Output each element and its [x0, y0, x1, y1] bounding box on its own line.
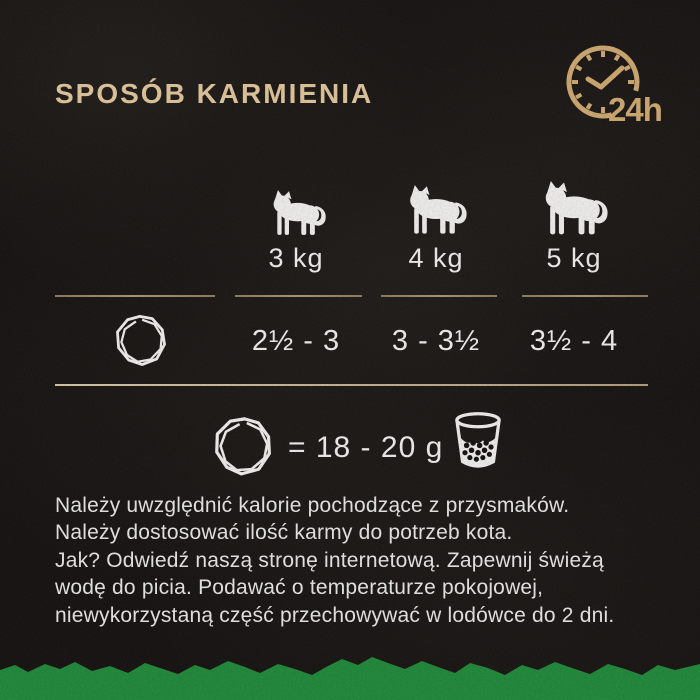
divider-segment [522, 295, 648, 297]
cat-5kg-icon [545, 181, 608, 235]
weight-label-5kg: 5 kg [546, 243, 602, 273]
portion-5kg: 3½ - 4 [529, 325, 619, 357]
divider-segment [55, 295, 215, 297]
note-line: Należy dostosować ilość karmy do potrzeb… [55, 521, 513, 545]
note-line: niewykorzystaną część przechowywać w lod… [55, 603, 615, 627]
portion-4kg: 3 - 3½ [391, 325, 481, 357]
divider-segment [235, 295, 362, 297]
kibble-outline-icon [116, 314, 166, 366]
divider-segment [381, 295, 497, 297]
cat-3kg-icon [273, 190, 326, 235]
measuring-cup-icon [455, 412, 501, 468]
cat-4kg-icon [410, 185, 467, 234]
green-torn-band [0, 657, 700, 700]
portion-3kg: 2½ - 3 [251, 325, 341, 357]
equivalence-text: = 18 - 20 g [288, 431, 444, 464]
page-title: SPOSÓB KARMIENIA [55, 78, 374, 109]
weight-label-4kg: 4 kg [408, 243, 464, 273]
weight-label-3kg: 3 kg [268, 243, 324, 273]
clock-24h-label: 24h [608, 91, 662, 127]
note-line: Jak? Odwiedź naszą stronę internetową. Z… [55, 548, 604, 572]
note-line: wodę do picia. Podawać o temperaturze po… [55, 576, 544, 600]
note-line: Należy uwzględnić kalorie pochodzące z p… [55, 494, 570, 517]
feeding-notes: Należy uwzględnić kalorie pochodzące z p… [55, 492, 655, 629]
clock-24h-icon: 24h [566, 45, 663, 127]
divider-line [55, 384, 648, 386]
kibble-outline-icon [215, 417, 271, 476]
